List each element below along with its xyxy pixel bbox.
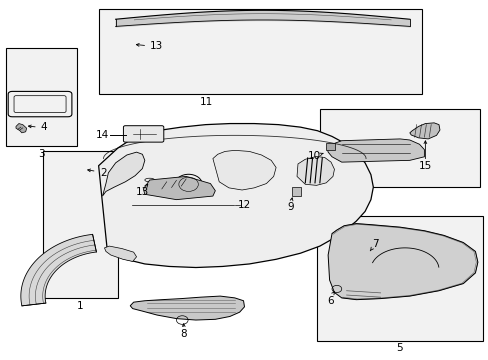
Text: 13: 13 (136, 187, 149, 197)
Bar (132, 164, 234, 244)
Text: 9: 9 (287, 202, 294, 212)
Polygon shape (327, 224, 477, 300)
Polygon shape (326, 139, 424, 162)
Bar (291, 187, 300, 196)
Bar (319, 109, 479, 187)
Text: 3: 3 (38, 149, 44, 159)
Text: 5: 5 (395, 343, 402, 353)
Circle shape (175, 174, 202, 194)
Text: 1: 1 (77, 301, 83, 311)
Text: 15: 15 (418, 161, 431, 171)
Bar (325, 143, 334, 150)
Polygon shape (16, 123, 27, 133)
Polygon shape (296, 157, 334, 185)
Text: 10: 10 (307, 152, 320, 161)
Polygon shape (409, 123, 439, 139)
Text: 7: 7 (372, 239, 378, 249)
Polygon shape (212, 150, 276, 190)
Polygon shape (130, 296, 244, 320)
Polygon shape (99, 123, 372, 267)
Text: 12: 12 (237, 200, 251, 210)
Bar (317, 216, 482, 341)
Bar (6, 48, 77, 146)
Bar (42, 152, 118, 298)
Bar (99, 9, 421, 94)
Text: 6: 6 (327, 296, 334, 306)
Text: 14: 14 (96, 130, 109, 140)
Text: 4: 4 (41, 122, 47, 132)
Polygon shape (143, 176, 215, 200)
Text: 2: 2 (100, 168, 106, 178)
Text: 13: 13 (149, 41, 163, 51)
Text: 8: 8 (180, 329, 186, 339)
Polygon shape (104, 246, 136, 261)
FancyBboxPatch shape (123, 126, 163, 142)
Polygon shape (21, 234, 96, 306)
Text: 11: 11 (200, 97, 213, 107)
Polygon shape (102, 152, 144, 196)
